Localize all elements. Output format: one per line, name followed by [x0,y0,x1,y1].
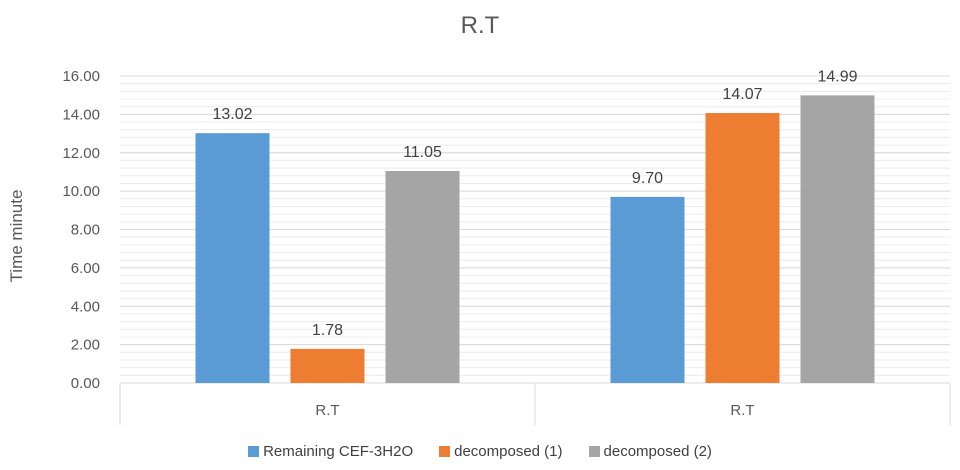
y-tick-label: 12.00 [62,145,100,162]
x-tick-label: R.T [315,402,339,419]
y-tick-label: 8.00 [71,222,100,239]
y-tick-label: 6.00 [71,260,100,277]
bar [705,113,780,384]
bar [610,196,685,383]
legend-label: decomposed (2) [603,443,712,460]
bar [195,133,270,383]
data-label: 11.05 [403,144,442,161]
data-label: 14.07 [722,86,762,103]
legend-swatch [439,446,451,457]
legend-label: Remaining CEF-3H2O [263,443,414,460]
legend-swatch [588,446,600,457]
y-tick-label: 10.00 [62,183,100,200]
chart-title: R.T [460,12,500,39]
y-tick-label: 16.00 [62,68,100,85]
bar [290,348,365,383]
bar [800,95,875,384]
data-label: 9.70 [632,170,663,187]
y-tick-label: 4.00 [71,298,100,315]
data-label: 1.78 [312,322,343,339]
legend-item: decomposed (2) [588,443,712,460]
y-tick-label: 0.00 [71,375,100,392]
legend-label: decomposed (1) [454,443,563,460]
bar [385,170,460,383]
x-tick-label: R.T [730,402,754,419]
legend-item: decomposed (1) [439,443,563,460]
legend: Remaining CEF-3H2O decomposed (1) decompos… [0,443,960,460]
y-tick-label: 14.00 [62,106,100,123]
legend-item: Remaining CEF-3H2O [248,443,413,460]
data-label: 14.99 [817,68,857,85]
y-tick-label: 2.00 [71,337,100,354]
legend-swatch [248,446,260,457]
data-label: 13.02 [212,106,252,123]
